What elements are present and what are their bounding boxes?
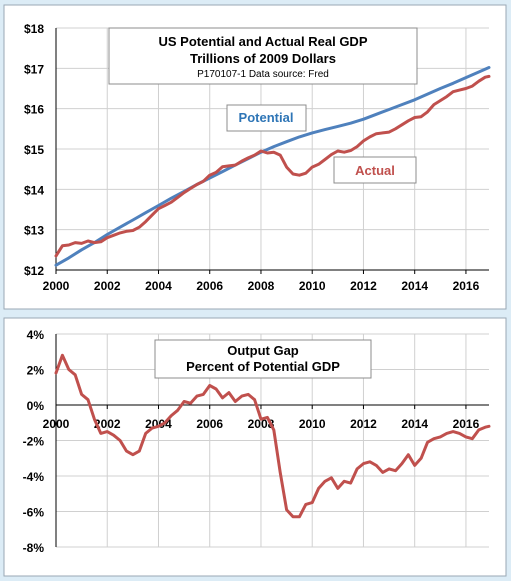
gdp-chart-series xyxy=(54,66,491,267)
x-tick-label: 2014 xyxy=(401,417,428,431)
y-tick-label: 4% xyxy=(27,328,45,342)
gdp-chart-x-ticks: 2000 2002 2004 2006 2008 2010 2012 2014 2016 xyxy=(43,279,480,293)
x-tick-label: 2006 xyxy=(196,279,223,293)
x-tick-label: 2006 xyxy=(196,417,223,431)
actual-series-label: Actual xyxy=(355,163,395,178)
actual-legend-box xyxy=(333,156,417,184)
y-tick-label: $18 xyxy=(24,22,44,36)
x-tick-label: 2016 xyxy=(453,279,480,293)
potential-series-line xyxy=(54,66,491,267)
y-tick-label: $17 xyxy=(24,62,44,76)
y-tick-label: $13 xyxy=(24,224,44,238)
x-tick-label: 2010 xyxy=(299,279,326,293)
output-gap-chart-subtitle: Percent of Potential GDP xyxy=(186,359,340,374)
gdp-chart-title: US Potential and Actual Real GDP xyxy=(158,34,367,49)
y-tick-label: 0% xyxy=(27,399,45,413)
output-gap-title-box xyxy=(154,339,372,379)
x-tick-label: 2002 xyxy=(94,417,121,431)
y-tick-label: -6% xyxy=(23,506,45,520)
x-tick-label: 2008 xyxy=(248,279,275,293)
x-tick-label: 2012 xyxy=(350,417,377,431)
potential-legend-box xyxy=(226,104,307,132)
y-tick-label: -4% xyxy=(23,470,45,484)
gdp-chart-subtitle: Trillions of 2009 Dollars xyxy=(190,51,336,66)
x-tick-label: 2014 xyxy=(401,279,428,293)
x-tick-label: 2002 xyxy=(94,279,121,293)
actual-series-line xyxy=(54,74,491,258)
y-tick-label: $12 xyxy=(24,264,44,278)
x-tick-label: 2000 xyxy=(43,417,70,431)
output-gap-chart-y-ticks: 4% 2% 0% -2% -4% -6% -8% xyxy=(23,328,45,555)
y-tick-label: $15 xyxy=(24,143,44,157)
gdp-chart-source-note: P170107-1 Data source: Fred xyxy=(197,69,329,80)
output-gap-series-line xyxy=(54,353,491,519)
y-tick-label: -8% xyxy=(23,541,45,555)
x-tick-label: 2012 xyxy=(350,279,377,293)
gdp-chart-axes xyxy=(55,28,489,274)
x-tick-label: 2000 xyxy=(43,279,70,293)
x-tick-label: 2010 xyxy=(299,417,326,431)
y-tick-label: $16 xyxy=(24,103,44,117)
gdp-chart-y-ticks: $12 $13 $14 $15 $16 $17 $18 xyxy=(24,22,44,278)
gdp-title-box xyxy=(108,27,418,85)
output-gap-chart-title: Output Gap xyxy=(227,343,299,358)
y-tick-label: 2% xyxy=(27,364,45,378)
y-tick-label: -2% xyxy=(23,435,45,449)
x-tick-label: 2016 xyxy=(453,417,480,431)
potential-series-label: Potential xyxy=(239,110,294,125)
output-gap-chart-series xyxy=(54,353,491,519)
y-tick-label: $14 xyxy=(24,183,44,197)
x-tick-label: 2004 xyxy=(145,279,172,293)
